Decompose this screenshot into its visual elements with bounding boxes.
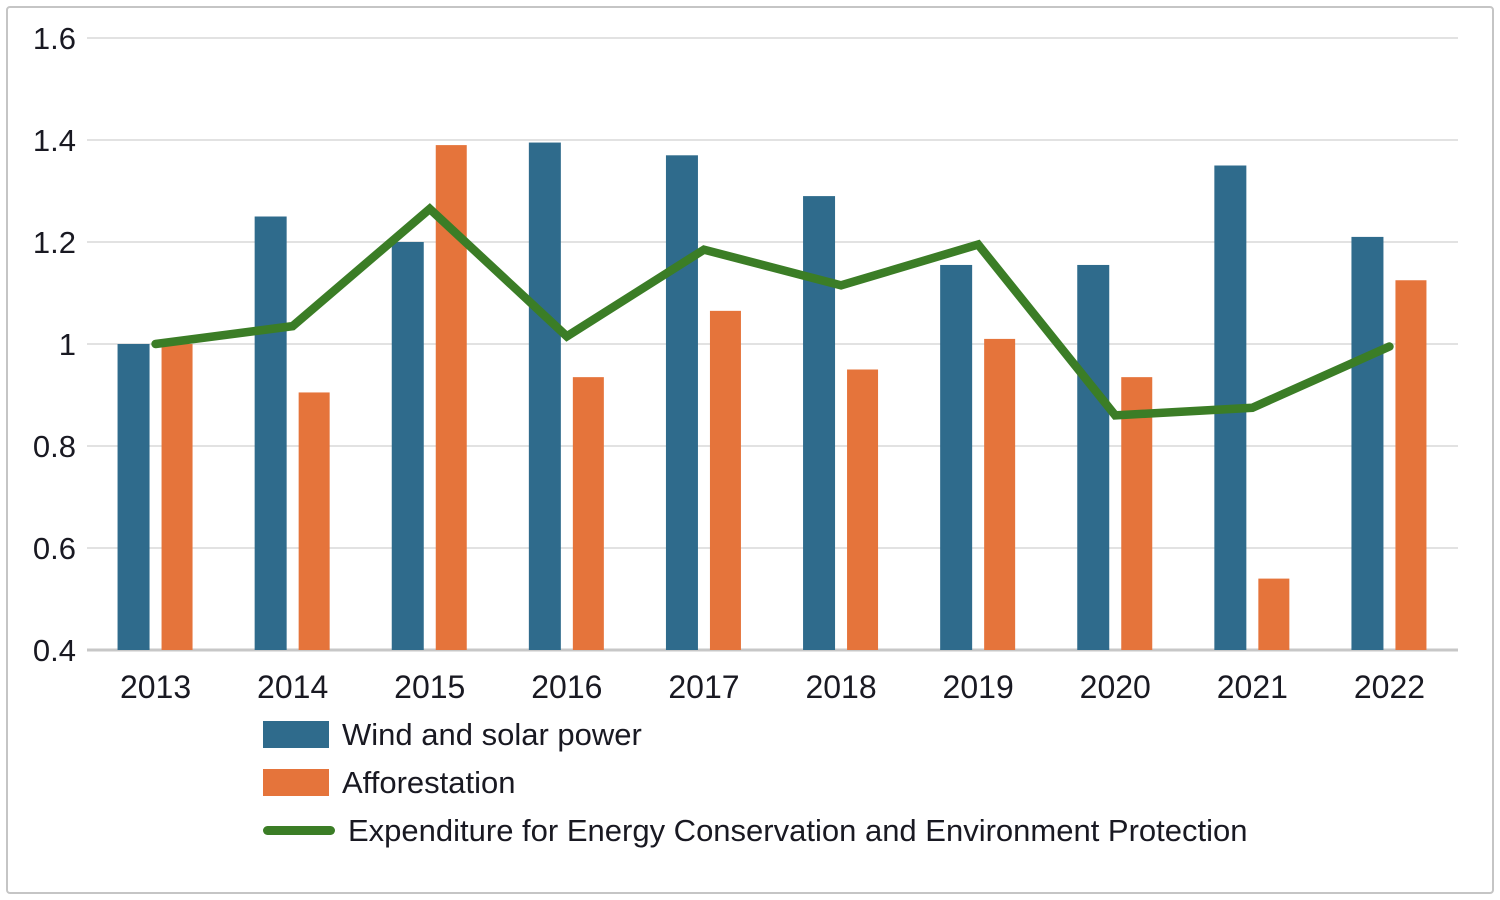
x-tick-label-2014: 2014 (257, 669, 328, 705)
bar-wind-and-solar-power-2016 (528, 142, 561, 651)
x-tick-label-2021: 2021 (1217, 669, 1288, 705)
bar-afforestation-2017 (709, 310, 741, 650)
y-tick-label: 0.8 (33, 429, 76, 464)
y-tick-label: 0.4 (33, 633, 76, 668)
x-tick-label-2016: 2016 (531, 669, 602, 705)
bar-afforestation-2016 (572, 377, 604, 650)
x-tick-label-2020: 2020 (1080, 669, 1151, 705)
y-tick-label: 1 (59, 327, 76, 362)
legend-swatch-expenditure-line (263, 826, 335, 835)
x-tick-label-2013: 2013 (120, 669, 191, 705)
bar-wind-and-solar-power-2020 (1077, 264, 1110, 650)
bar-wind-and-solar-power-2013 (117, 344, 150, 650)
bar-wind-and-solar-power-2015 (391, 242, 424, 650)
legend-item-expenditure: Expenditure for Energy Conservation and … (263, 815, 1248, 846)
legend-label-expenditure: Expenditure for Energy Conservation and … (348, 813, 1248, 848)
x-tick-label-2015: 2015 (394, 669, 465, 705)
chart-legend: Wind and solar power Afforestation Expen… (263, 719, 1248, 846)
legend-item-wind-and-solar-power: Wind and solar power (263, 719, 1248, 750)
bar-afforestation-2021 (1258, 578, 1290, 650)
x-tick-label-2019: 2019 (943, 669, 1014, 705)
y-tick-label: 1.6 (33, 21, 76, 56)
bar-wind-and-solar-power-2022 (1351, 236, 1384, 650)
x-tick-label-2018: 2018 (805, 669, 876, 705)
line-expenditure-energy-conservation-environment-protection (151, 203, 1394, 420)
bar-wind-and-solar-power-2017 (665, 155, 698, 651)
x-tick-label-2017: 2017 (668, 669, 739, 705)
legend-swatch-afforestation (263, 769, 329, 796)
y-tick-label: 1.2 (33, 225, 76, 260)
bar-afforestation-2018 (847, 369, 879, 650)
bar-wind-and-solar-power-2014 (254, 216, 287, 650)
legend-swatch-wind-and-solar-power (263, 721, 329, 748)
bar-afforestation-2013 (161, 344, 193, 650)
y-tick-label: 0.6 (33, 531, 76, 566)
y-tick-label: 1.4 (33, 123, 76, 158)
bar-wind-and-solar-power-2018 (803, 196, 836, 650)
legend-label-afforestation: Afforestation (342, 765, 516, 800)
bar-afforestation-2020 (1121, 377, 1153, 650)
bar-wind-and-solar-power-2019 (940, 264, 973, 650)
bar-afforestation-2022 (1395, 280, 1427, 650)
legend-label-wind-and-solar-power: Wind and solar power (342, 717, 642, 752)
x-tick-label-2022: 2022 (1354, 669, 1425, 705)
bar-afforestation-2019 (984, 338, 1016, 650)
legend-item-afforestation: Afforestation (263, 767, 1248, 798)
bar-afforestation-2014 (298, 392, 330, 650)
